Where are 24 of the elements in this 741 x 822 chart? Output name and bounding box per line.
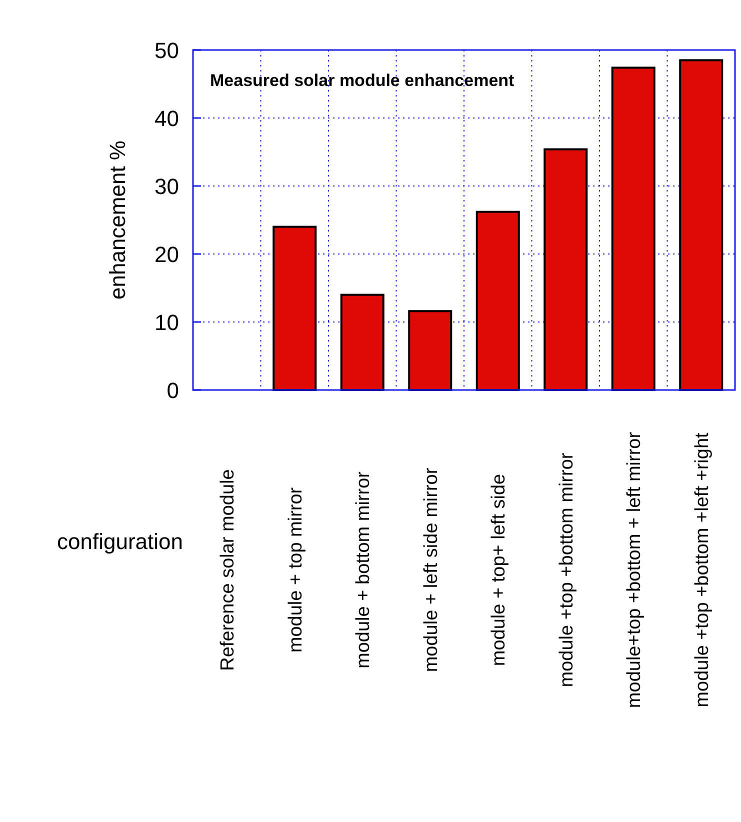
x-axis-title: configuration: [57, 529, 183, 554]
x-tick-label: module +top +bottom +left +right: [692, 432, 713, 708]
y-tick-label: 10: [154, 310, 179, 335]
x-tick-label: module + bottom mirror: [353, 470, 374, 668]
y-tick-label: 20: [154, 242, 179, 267]
bar: [340, 294, 384, 391]
bar: [272, 226, 317, 391]
y-axis-title: enhancement %: [105, 140, 130, 300]
x-tick-label: module +top +bottom mirror: [556, 452, 578, 688]
bar: [679, 59, 724, 391]
bar: [408, 310, 452, 391]
x-tick-label: module+top +bottom + left mirror: [624, 431, 646, 708]
y-tick-label: 50: [154, 38, 179, 63]
x-tick-label: module + top mirror: [285, 486, 306, 653]
y-tick-label: 40: [154, 106, 179, 131]
bar: [544, 148, 588, 391]
y-tick-label: 0: [166, 378, 179, 403]
annotation: Measured solar module enhancement: [210, 71, 515, 90]
x-tick-label: module + top+ left side: [488, 474, 510, 666]
x-tick-label: module + left side mirror: [420, 467, 442, 672]
x-tick-label: Reference solar module: [218, 469, 239, 671]
bar: [611, 66, 656, 391]
bar: [476, 210, 520, 391]
y-tick-label: 30: [154, 174, 179, 199]
